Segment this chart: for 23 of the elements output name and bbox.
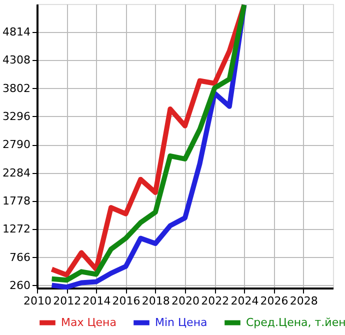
y-tick-label: 3296 (2, 110, 30, 123)
x-tick-label: 2026 (260, 294, 288, 308)
y-tick-label: 4814 (2, 25, 30, 38)
x-tick-label: 2014 (82, 294, 111, 308)
y-tick-label: 1272 (2, 222, 30, 236)
y-tick-label: 2284 (2, 166, 30, 180)
x-tick-label: 2022 (201, 294, 230, 308)
x-tick-label: 2010 (24, 294, 52, 308)
y-tick-label: 4308 (2, 54, 30, 67)
x-tick-label: 2018 (142, 294, 170, 308)
y-tick-label: 766 (10, 250, 30, 264)
y-tick-label: 3802 (2, 82, 30, 95)
y-tick-label: 2790 (2, 138, 30, 152)
x-tick-label: 2028 (290, 294, 318, 308)
y-tick-label: 260 (10, 278, 30, 292)
x-tick-label: 2020 (172, 294, 200, 308)
y-tick-label: 1778 (2, 194, 30, 208)
legend-label: Сред.Цена, т.йен (246, 316, 345, 329)
legend-label: Max Цена (61, 316, 116, 329)
legend-label: Min Цена (155, 316, 208, 329)
x-tick-label: 2012 (53, 294, 82, 308)
x-tick-label: 2016 (112, 294, 140, 308)
x-tick-label: 2024 (230, 294, 259, 308)
